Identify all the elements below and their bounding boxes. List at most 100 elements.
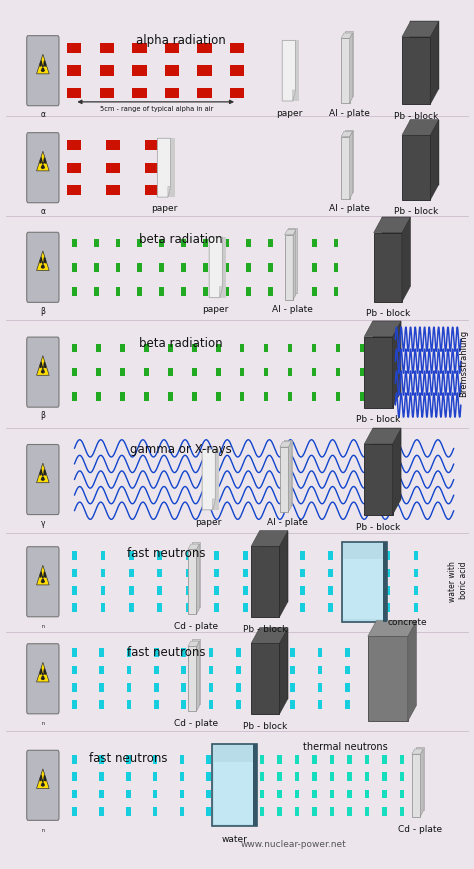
Polygon shape [285, 40, 300, 101]
Bar [402, 136, 430, 200]
Bar [400, 700, 404, 709]
Polygon shape [368, 620, 416, 636]
Bar [312, 773, 317, 781]
Bar [288, 228, 297, 293]
Bar [132, 65, 146, 76]
Bar [329, 790, 334, 799]
Bar [100, 586, 105, 594]
Bar [357, 569, 362, 577]
Bar [334, 288, 338, 296]
Polygon shape [293, 229, 296, 300]
Text: Pb - block: Pb - block [356, 523, 401, 532]
Bar [206, 807, 211, 816]
Text: paper: paper [196, 518, 222, 527]
Polygon shape [39, 157, 43, 164]
Bar [263, 700, 268, 709]
Bar [100, 65, 114, 76]
Polygon shape [364, 321, 401, 336]
Bar [67, 88, 82, 98]
Bar [132, 88, 146, 98]
Bar [206, 773, 211, 781]
Bar [154, 683, 159, 692]
Bar [197, 65, 211, 76]
Bar [336, 343, 340, 352]
Bar [246, 239, 251, 248]
Bar [318, 666, 322, 674]
Bar [400, 666, 404, 674]
Polygon shape [41, 68, 45, 72]
Bar [400, 790, 404, 799]
Bar [214, 762, 255, 824]
Bar [336, 392, 340, 401]
Bar [243, 603, 247, 612]
Bar [329, 755, 334, 764]
Bar [264, 343, 268, 352]
Bar [410, 22, 438, 89]
Polygon shape [220, 287, 222, 298]
Bar [225, 263, 229, 272]
Bar [328, 603, 333, 612]
Polygon shape [41, 782, 45, 786]
Polygon shape [279, 627, 288, 714]
Polygon shape [350, 33, 353, 103]
Polygon shape [412, 749, 423, 754]
Polygon shape [212, 237, 227, 298]
Bar [336, 368, 340, 376]
Bar [288, 392, 292, 401]
Bar [345, 648, 350, 657]
Bar [214, 569, 219, 577]
Polygon shape [43, 774, 46, 781]
Bar [126, 807, 130, 816]
Polygon shape [39, 571, 43, 578]
Text: α: α [40, 207, 46, 216]
Polygon shape [392, 428, 401, 515]
Bar [127, 683, 131, 692]
Bar [100, 648, 104, 657]
Bar [157, 569, 162, 577]
Bar [240, 343, 245, 352]
Polygon shape [36, 769, 49, 788]
Bar [291, 683, 295, 692]
Text: Pb - block: Pb - block [243, 722, 287, 731]
Polygon shape [402, 120, 438, 136]
Bar [181, 263, 186, 272]
Bar [283, 440, 292, 505]
Bar [312, 807, 317, 816]
Bar [412, 754, 420, 817]
Bar [116, 288, 120, 296]
Bar [72, 755, 77, 764]
Bar [100, 683, 104, 692]
Bar [347, 773, 352, 781]
Polygon shape [36, 463, 49, 482]
Bar [94, 288, 99, 296]
Bar [181, 648, 186, 657]
Polygon shape [43, 256, 46, 263]
Polygon shape [36, 54, 49, 74]
Text: paper: paper [202, 305, 229, 315]
Bar [284, 235, 293, 300]
Text: fast neutrons: fast neutrons [90, 753, 168, 766]
Bar [318, 683, 322, 692]
Polygon shape [41, 476, 45, 481]
Bar [280, 447, 288, 512]
Bar [365, 807, 369, 816]
Text: paper: paper [151, 204, 177, 213]
Bar [225, 288, 229, 296]
Polygon shape [160, 138, 174, 197]
Polygon shape [202, 449, 215, 510]
Bar [72, 790, 77, 799]
Bar [137, 263, 142, 272]
Bar [311, 368, 316, 376]
Bar [383, 542, 387, 621]
Polygon shape [39, 256, 43, 263]
Bar [188, 549, 197, 614]
Bar [329, 773, 334, 781]
Bar [180, 755, 184, 764]
Bar [203, 288, 208, 296]
Bar [197, 88, 211, 98]
Bar [260, 627, 288, 699]
Bar [67, 43, 82, 53]
Text: ₙ: ₙ [41, 825, 45, 833]
Bar [359, 392, 364, 401]
Bar [365, 755, 369, 764]
